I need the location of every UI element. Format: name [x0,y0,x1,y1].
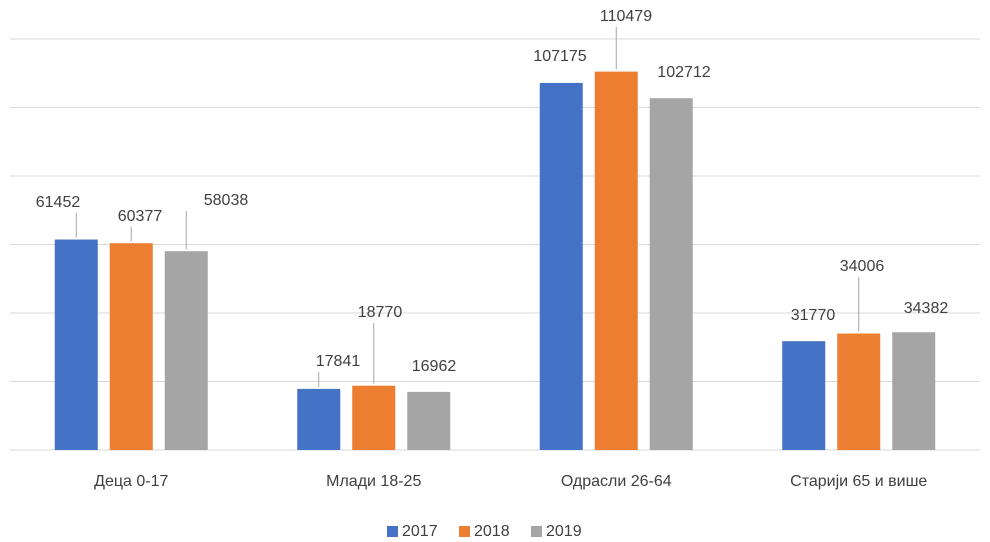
data-label: 60377 [118,208,163,225]
data-label: 102712 [657,64,710,81]
bar [594,71,638,450]
legend-label: 2018 [474,523,510,540]
bar [297,388,341,450]
data-label: 34006 [840,258,885,275]
legend-swatch [531,526,542,537]
data-label: 34382 [904,300,949,317]
data-label: 18770 [358,304,403,321]
data-label: 31770 [791,307,836,324]
data-label: 17841 [316,353,361,370]
x-tick-label: Старији 65 и више [790,473,927,490]
bar [539,82,583,450]
data-label: 107175 [533,48,586,65]
legend-swatch [387,526,398,537]
data-label: 61452 [36,194,81,211]
data-label: 110479 [600,8,652,25]
bar [782,341,826,450]
bar [649,98,693,451]
bar [164,251,208,450]
bar [837,333,881,450]
x-tick-label: Деца 0-17 [94,473,168,490]
bar [407,391,451,450]
bar [892,332,936,450]
data-label: 58038 [204,192,249,209]
bar [54,239,98,450]
legend-label: 2017 [402,523,438,540]
data-label: 16962 [412,358,457,375]
legend-label: 2019 [546,523,582,540]
x-tick-label: Млади 18-25 [326,473,421,490]
legend-swatch [459,526,470,537]
x-tick-label: Одрасли 26-64 [561,473,672,490]
bar [352,385,396,450]
bar [109,243,153,450]
